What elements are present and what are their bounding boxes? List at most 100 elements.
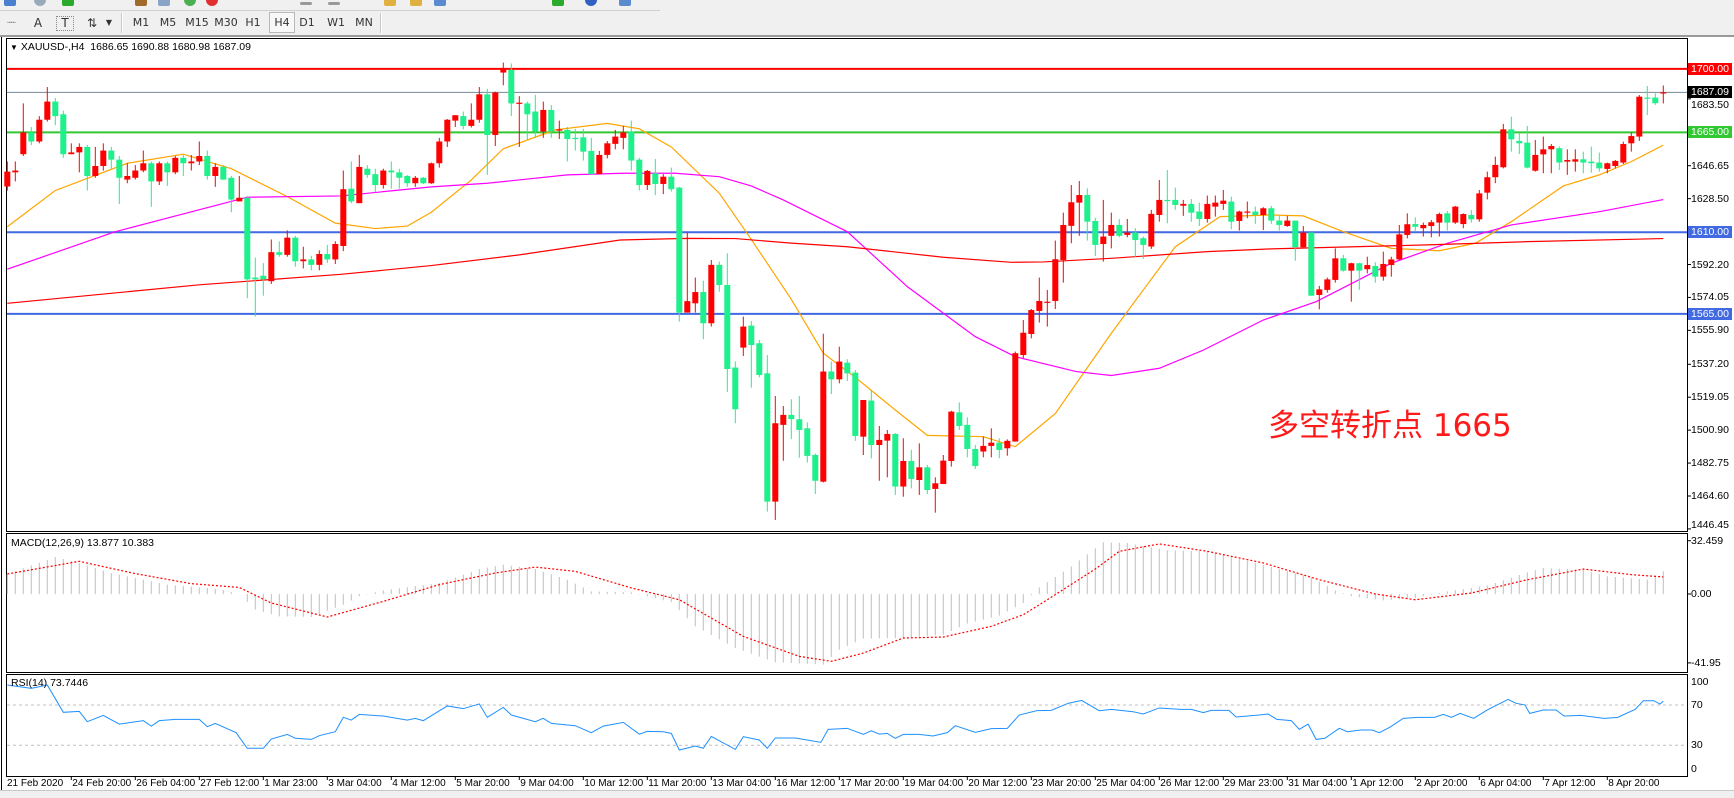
candle <box>1308 232 1315 296</box>
candle-body <box>1020 332 1027 356</box>
candle-body <box>404 175 411 184</box>
timeframe-m1-button[interactable]: M1 <box>132 16 150 29</box>
timeframe-d1-button[interactable]: D1 <box>299 16 315 29</box>
period-separator-icon[interactable]: ┄┄ <box>7 18 16 27</box>
indicator-icon[interactable] <box>585 0 597 6</box>
candle <box>388 161 395 189</box>
navigator-icon[interactable] <box>135 0 147 6</box>
candle <box>1604 162 1611 174</box>
timeframe-m5-button[interactable]: M5 <box>159 16 177 29</box>
timeframe-m15-button[interactable]: M15 <box>185 16 209 29</box>
candle-body <box>644 170 651 186</box>
macd-axis-label: -41.95 <box>1691 656 1721 669</box>
candle <box>1444 210 1451 231</box>
arrows-tool-icon[interactable]: ⇅ <box>86 16 98 30</box>
properties-icon[interactable] <box>619 0 631 6</box>
candle-body <box>1524 142 1531 168</box>
candle-body <box>908 460 915 479</box>
candle <box>1596 152 1603 172</box>
candle-body <box>476 94 483 120</box>
candle <box>1660 85 1667 104</box>
candle-body <box>324 253 331 260</box>
candle <box>764 355 771 512</box>
timeframe-m30-button[interactable]: M30 <box>214 16 238 29</box>
candle <box>284 230 291 257</box>
crosshair-icon[interactable] <box>300 2 312 5</box>
candle-body <box>1436 214 1443 223</box>
candle <box>868 390 875 459</box>
candle-body <box>1404 224 1411 235</box>
candle <box>292 235 299 267</box>
candle <box>172 156 179 175</box>
candle <box>676 186 683 322</box>
candle-body <box>372 174 379 186</box>
candle-body <box>660 176 667 184</box>
candle <box>724 253 731 392</box>
candle <box>1076 181 1083 236</box>
candle <box>436 137 443 168</box>
terminal-icon[interactable] <box>158 0 170 6</box>
zoom-in-icon[interactable] <box>552 0 564 6</box>
toolbar-separator <box>380 13 382 33</box>
candle <box>980 436 987 458</box>
text-label-tool-icon[interactable]: T <box>56 16 74 31</box>
chart-menu-triangle-icon[interactable]: ▼ <box>10 43 18 52</box>
timeframe-mn-button[interactable]: MN <box>355 16 373 29</box>
chart-window-icon[interactable] <box>4 0 16 6</box>
candle-body <box>1476 193 1483 220</box>
candle <box>228 175 235 213</box>
candle-body <box>1172 199 1179 205</box>
candle <box>76 143 83 173</box>
candle-body <box>1596 162 1603 169</box>
panel-frames <box>0 37 1734 790</box>
chart-annotation-text[interactable]: 多空转折点 1665 <box>1268 408 1512 444</box>
time-axis-label: 24 Feb 20:00 <box>72 778 132 789</box>
candle-body <box>92 165 99 176</box>
chevron-down-icon[interactable]: ▼ <box>105 18 113 27</box>
rsi-axis-label: 0 <box>1691 762 1697 775</box>
candle <box>1036 277 1043 323</box>
timeframe-h1-button[interactable]: H1 <box>245 16 261 29</box>
candle <box>1132 228 1139 258</box>
candle <box>1324 277 1331 293</box>
fibo-icon[interactable] <box>410 0 422 6</box>
time-axis-label: 13 Mar 04:00 <box>712 778 772 789</box>
candle <box>1492 156 1499 184</box>
timeframe-w1-button[interactable]: W1 <box>327 16 345 29</box>
candle-body <box>1012 353 1019 442</box>
candle <box>780 406 787 461</box>
zoom-icon[interactable] <box>34 0 46 6</box>
candle-body <box>20 132 27 155</box>
candle-body <box>540 109 547 132</box>
candle <box>508 63 515 117</box>
candle-body <box>1380 263 1387 277</box>
candle-body <box>1028 310 1035 334</box>
candle-body <box>436 141 443 164</box>
candle <box>316 250 323 271</box>
stop-icon[interactable] <box>206 0 218 6</box>
candle <box>236 175 243 202</box>
new-order-icon[interactable] <box>62 0 74 6</box>
candle <box>1212 195 1219 217</box>
rsi-label: RSI(14) 73.7446 <box>11 677 89 689</box>
candle <box>1268 205 1275 224</box>
autotrading-icon[interactable] <box>184 0 196 6</box>
candle-body <box>804 428 811 456</box>
template-icon[interactable] <box>434 0 446 6</box>
candle-body <box>1580 159 1587 163</box>
candle-body <box>1188 203 1195 213</box>
candle <box>276 241 283 257</box>
timeframe-h4-button[interactable]: H4 <box>269 12 295 33</box>
candle <box>452 115 459 127</box>
candle-body <box>1268 208 1275 221</box>
candle-body <box>1612 160 1619 166</box>
line-tool-icon[interactable] <box>328 2 340 5</box>
candle <box>1004 439 1011 456</box>
time-axis-label: 19 Mar 04:00 <box>904 778 964 789</box>
trendline-icon[interactable] <box>384 0 396 6</box>
time-axis-label: 17 Mar 20:00 <box>840 778 900 789</box>
candle-body <box>716 264 723 285</box>
text-tool-icon[interactable]: A <box>33 16 43 30</box>
status-strip <box>0 790 1734 798</box>
